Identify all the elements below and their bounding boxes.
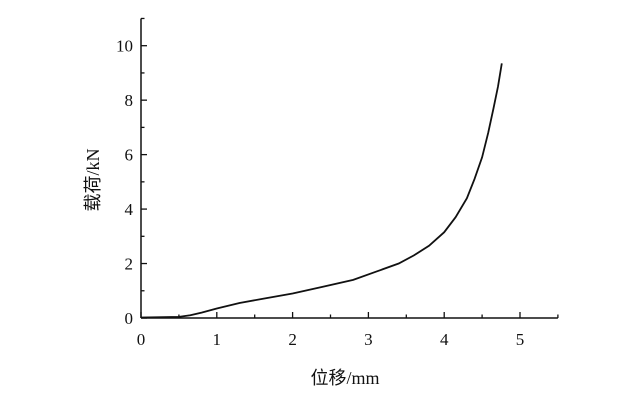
x-tick-label: 5 bbox=[516, 330, 525, 349]
ticks: 0 1 2 3 4 5 0 2 4 6 8 10 bbox=[116, 17, 559, 349]
y-tick-label: 8 bbox=[125, 91, 134, 110]
x-tick-label: 3 bbox=[364, 330, 373, 349]
y-axis-label: 载荷/kN bbox=[83, 148, 103, 211]
y-tick-label: 2 bbox=[125, 255, 134, 274]
y-tick-label: 10 bbox=[116, 37, 133, 56]
y-tick-label: 4 bbox=[125, 200, 134, 219]
series-line bbox=[140, 63, 503, 319]
x-tick-label: 0 bbox=[137, 330, 146, 349]
x-axis-label: 位移/mm bbox=[310, 368, 379, 388]
y-tick-label: 6 bbox=[125, 146, 134, 165]
axes bbox=[140, 18, 558, 319]
x-tick-label: 1 bbox=[213, 330, 222, 349]
y-tick-label: 0 bbox=[125, 309, 134, 328]
x-tick-label: 2 bbox=[288, 330, 297, 349]
x-tick-label: 4 bbox=[440, 330, 449, 349]
